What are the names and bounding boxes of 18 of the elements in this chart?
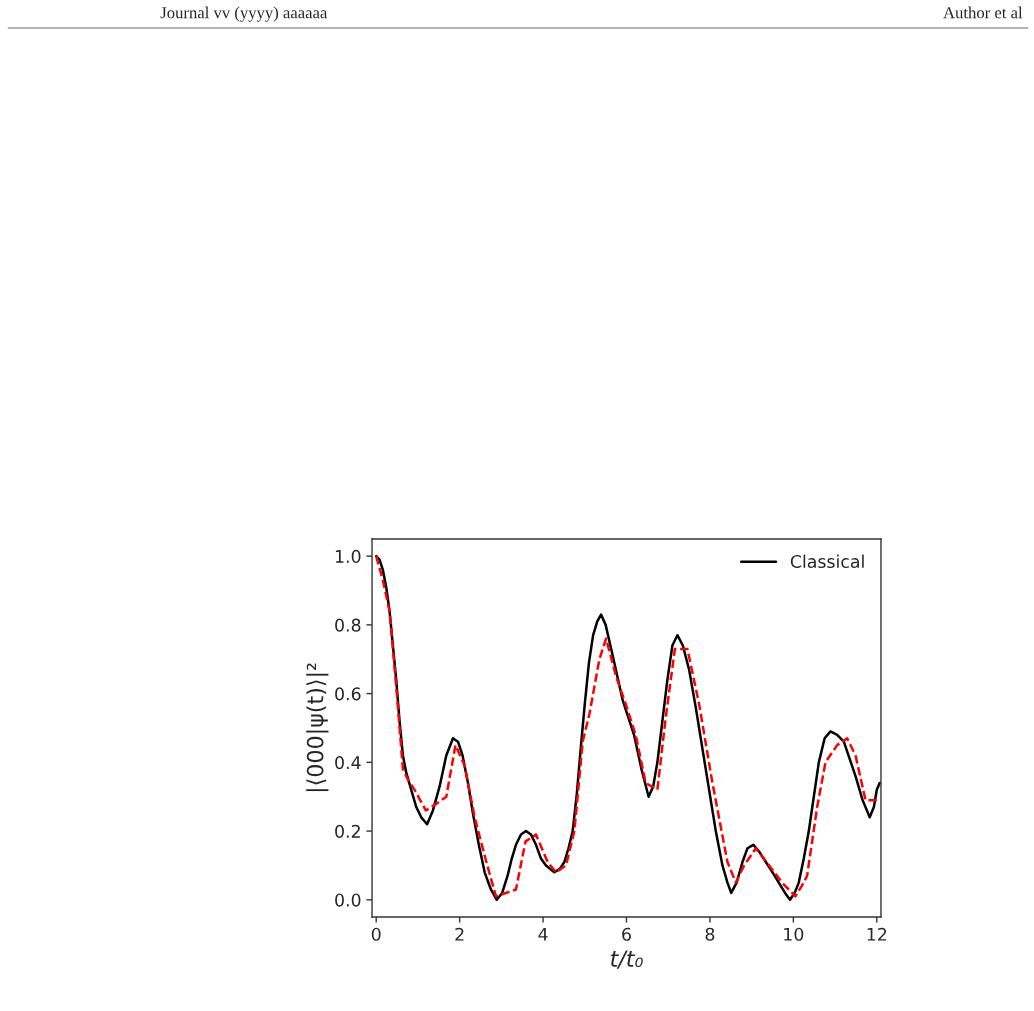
x-axis-title: t/t₀ (611, 950, 643, 969)
y-tick-label: 0.4 (335, 756, 361, 770)
x-tick-label: 6 (622, 927, 631, 941)
text: Author et al (943, 6, 1023, 19)
y-tick-label: 0.2 (335, 824, 360, 838)
y-tick-label: 0.8 (335, 618, 361, 632)
y-axis-title: |⟨000|ψ(t)⟩|² (306, 663, 329, 792)
x-tick-label: 10 (784, 927, 804, 941)
y-tick-label: 1.0 (335, 549, 361, 563)
x-tick-label: 12 (867, 927, 887, 941)
y-tick-label: 0.0 (335, 893, 361, 907)
x-tick-label: 0 (371, 927, 381, 941)
x-tick-label: 8 (705, 927, 715, 941)
text: Journal vv (yyyy) aaaaaa (160, 6, 328, 22)
legend-label: Classical (790, 554, 864, 569)
y-tick-label: 0.6 (335, 687, 361, 701)
x-tick-label: 4 (538, 927, 548, 941)
x-tick-label: 2 (455, 927, 464, 941)
